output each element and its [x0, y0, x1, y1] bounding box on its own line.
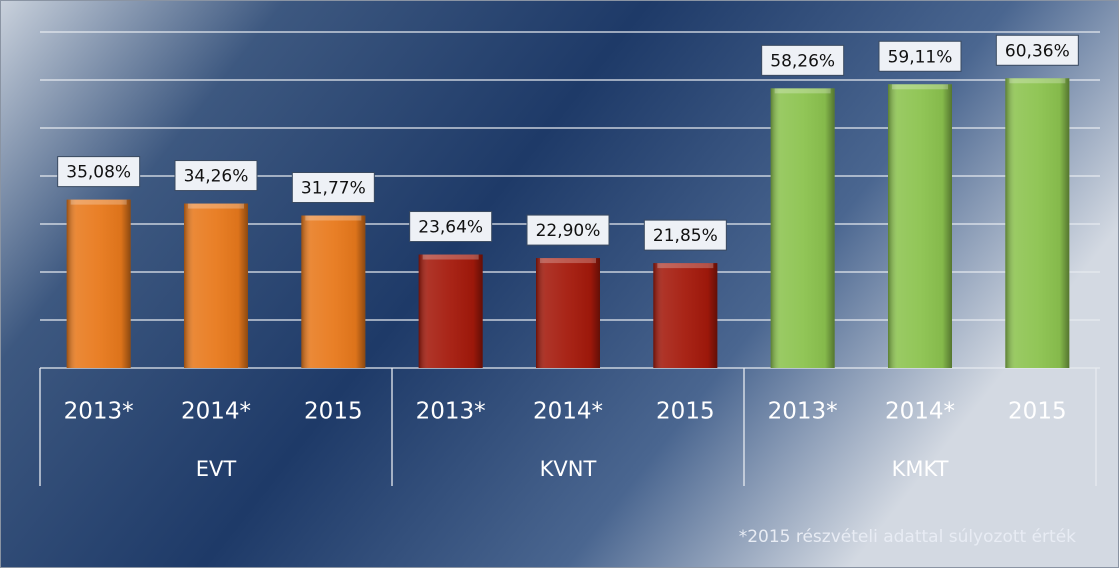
bar-top: [70, 199, 127, 205]
x-tick-label: 2013*: [416, 399, 486, 425]
value-label: 35,08%: [66, 163, 131, 183]
bar-top: [422, 254, 479, 260]
bar-shade: [770, 88, 835, 369]
value-label-box: [995, 34, 1079, 66]
value-label: 31,77%: [301, 179, 366, 199]
bar-shade: [536, 258, 600, 368]
bar-shade: [418, 254, 483, 368]
group-label: KVNT: [540, 457, 597, 481]
x-tick-label: 2015: [656, 399, 715, 425]
value-label: 59,11%: [888, 47, 953, 67]
bar-top: [305, 215, 362, 221]
value-label-box: [761, 44, 845, 76]
value-label-box: [291, 172, 375, 204]
value-label: 34,26%: [184, 167, 249, 187]
bar-top: [188, 203, 244, 209]
value-label-box: [409, 211, 493, 243]
value-label-box: [174, 160, 258, 192]
bar-shade: [1005, 78, 1070, 368]
value-label: 23,64%: [418, 218, 483, 238]
value-label: 58,26%: [770, 51, 835, 71]
x-tick-label: 2014*: [181, 399, 251, 425]
bar-top: [540, 258, 596, 264]
group-label: KMKT: [892, 457, 949, 481]
bar-top: [892, 84, 948, 90]
bar-top: [774, 88, 831, 94]
x-tick-label: 2013*: [64, 399, 134, 425]
x-tick-label: 2013*: [768, 399, 838, 425]
bar-shade: [66, 199, 131, 368]
value-label-box: [878, 40, 962, 72]
x-tick-label: 2014*: [533, 399, 603, 425]
x-tick-label: 2015: [304, 399, 363, 425]
bar-shade: [184, 203, 248, 368]
group-label: EVT: [196, 457, 237, 481]
bar-top: [1009, 78, 1066, 84]
value-label-box: [526, 214, 610, 246]
value-label-box: [643, 219, 727, 251]
bar-top: [657, 263, 714, 269]
x-tick-label: 2014*: [885, 399, 955, 425]
x-tick-label: 2015: [1008, 399, 1067, 425]
value-label-box: [57, 156, 141, 188]
value-label: 22,90%: [536, 221, 601, 241]
bar-shade: [653, 263, 718, 368]
bar-shade: [888, 84, 952, 368]
value-label: 21,85%: [653, 226, 718, 246]
bar-shade: [301, 215, 366, 368]
annotation: *2015 részvételi adattal súlyozott érték: [739, 527, 1076, 547]
value-label: 60,36%: [1005, 41, 1070, 61]
